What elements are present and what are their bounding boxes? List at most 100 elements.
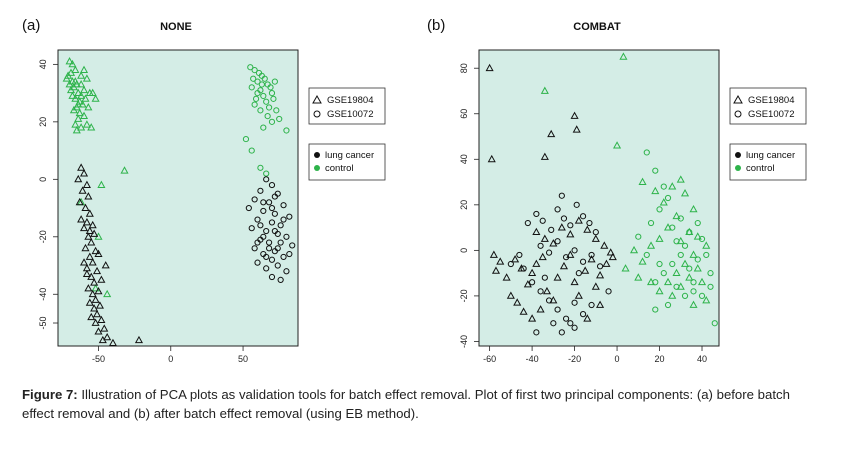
panel-a-point-s2-1 (251, 67, 258, 74)
panel-a-point-s1-18 (91, 246, 100, 255)
panel-b-point-s3-27 (652, 306, 659, 313)
panel-a-point-s3-1 (268, 181, 276, 189)
panel-a-point-s3-0 (263, 176, 270, 183)
panel-a-point-s3-24 (280, 253, 287, 261)
panel-a-point-s2-28 (271, 78, 278, 85)
panel-b-point-s2-29 (689, 300, 698, 308)
panel-b-point-s3-4 (656, 206, 663, 213)
panel-a-legend-green-dot-icon (314, 165, 320, 171)
panel-a-point-s3-42 (254, 239, 261, 246)
panel-a-x-tick-label-0: -50 (92, 354, 105, 364)
panel-b-point-s2-10 (672, 211, 681, 220)
panel-b-legend-green-dot-icon (735, 165, 741, 171)
panel-b-point-s1-38 (541, 274, 548, 281)
panel-b-point-s2-20 (672, 268, 681, 277)
panel-a-point-s3-20 (289, 242, 296, 249)
panel-b-point-s0-4 (570, 111, 579, 119)
panel-a-point-s2-31 (258, 81, 265, 88)
panel-a-legend-triangle-icon (312, 94, 322, 104)
panel-b-point-s0-43 (536, 305, 545, 313)
panel-a-legend-batch-2: GSE10072 (327, 109, 373, 120)
panel-a-point-s0-24 (87, 123, 96, 131)
panel-a-legend-batch-box (308, 87, 386, 125)
panel-b-point-s2-4 (651, 186, 660, 195)
panel-b-legend-class-2: control (746, 163, 775, 174)
panel-a-point-s3-34 (265, 245, 273, 252)
panel-a-point-s0-35 (68, 91, 77, 99)
panel-a-point-s2-0 (247, 64, 254, 71)
panel-a-plot-area (57, 49, 299, 347)
panel-a-y-tick-label-2: -20 (38, 230, 48, 243)
panel-a-point-s1-17 (81, 243, 90, 252)
panel-b-point-s3-1 (652, 167, 659, 174)
panel-b-point-s2-7 (676, 175, 685, 183)
panel-a-point-s3-36 (257, 222, 264, 229)
panel-b-x-axis: -60 -40 -20 0 20 40 (483, 346, 707, 364)
panel-a-point-s1-44 (94, 249, 103, 257)
panel-a-point-s0-40 (120, 166, 129, 174)
panel-b-point-s0-17 (532, 259, 541, 267)
panel-a-point-s1-37 (94, 327, 103, 335)
panel-b-point-s3-9 (694, 219, 701, 227)
panel-b-point-s1-11 (537, 242, 544, 249)
panel-b-point-s0-21 (553, 273, 562, 281)
figure-caption-label: Figure 7: (22, 387, 78, 402)
panel-a-point-s2-16 (257, 107, 264, 114)
panel-b-point-s0-19 (542, 286, 552, 295)
panel-b-point-s0-39 (591, 234, 600, 242)
panel-a-point-s3-9 (271, 210, 278, 217)
panel-a-point-s2-27 (254, 90, 261, 97)
panel-b-point-s3-21 (673, 283, 680, 290)
panel-a-point-s2-24 (248, 147, 255, 154)
panel-a-point-s1-5 (84, 192, 93, 200)
panel-a-point-s3-40 (263, 253, 270, 261)
panel-a-point-s1-24 (90, 278, 99, 286)
panel-a-title: NONE (160, 21, 192, 33)
panel-b-legend-black-dot-icon (735, 152, 741, 158)
panel-a-point-s3-25 (268, 256, 276, 263)
panel-b-plot-area (478, 49, 720, 347)
panel-a-point-s3-39 (286, 250, 293, 258)
panel-a-x-tick-label-1: 0 (168, 354, 173, 364)
panel-a-point-s0-22 (72, 126, 81, 134)
panel-b-point-s0-23 (566, 250, 575, 258)
panel-b-point-s0-28 (591, 282, 600, 290)
panel-a-point-s1-41 (134, 335, 144, 344)
panel-a-point-s0-16 (69, 105, 78, 114)
panel-a-point-s2-10 (267, 84, 274, 91)
panel-a-legend-batch-1: GSE19804 (327, 95, 373, 106)
panel-b-x-tick-label-0: -60 (483, 354, 496, 364)
panel-b-point-s0-9 (502, 273, 511, 281)
panel-b-point-s1-5 (560, 215, 568, 222)
panel-a-point-s3-35 (277, 239, 284, 246)
panel-a-point-s3-14 (248, 225, 255, 232)
panel-a-point-s2-22 (260, 124, 267, 131)
panel-b-y-tick-label-4: 40 (459, 154, 469, 164)
panel-b-point-s1-21 (545, 297, 553, 304)
figure-caption: Figure 7: Illustration of PCA plots as v… (22, 385, 822, 423)
panel-b-point-s3-31 (690, 279, 697, 286)
panel-b-legend-circle-icon (734, 110, 742, 118)
panel-a-point-s0-3 (66, 68, 76, 76)
panel-a-point-s0-26 (82, 74, 91, 82)
panel-a-point-s1-35 (91, 318, 100, 326)
panel-a-x-axis: -50 0 50 (92, 346, 248, 364)
panel-a-point-s3-12 (268, 219, 276, 226)
panel-b-point-s0-16 (528, 268, 537, 277)
panel-b-point-s1-7 (573, 201, 580, 208)
panel-b-point-s0-25 (574, 291, 583, 299)
figure-caption-text: Illustration of PCA plots as validation … (22, 387, 790, 421)
panel-b-point-s2-28 (702, 296, 711, 304)
panel-b-point-s2-12 (655, 234, 664, 242)
panel-a-point-s1-29 (85, 298, 94, 306)
panel-b-legend: GSE19804 GSE10072 lung cancer control (729, 87, 807, 181)
panel-a-point-s3-7 (245, 204, 252, 212)
panel-a-point-s1-9 (77, 215, 86, 223)
panel-b-point-s3-32 (673, 238, 680, 245)
panel-a-point-s0-18 (79, 111, 89, 119)
panel-b-point-s1-14 (562, 254, 570, 261)
panel-a-point-s0-19 (74, 114, 83, 122)
panel-a-point-s2-25 (257, 164, 264, 171)
panel-a-point-s3-4 (251, 196, 258, 203)
panel-b-point-s0-30 (602, 259, 611, 267)
